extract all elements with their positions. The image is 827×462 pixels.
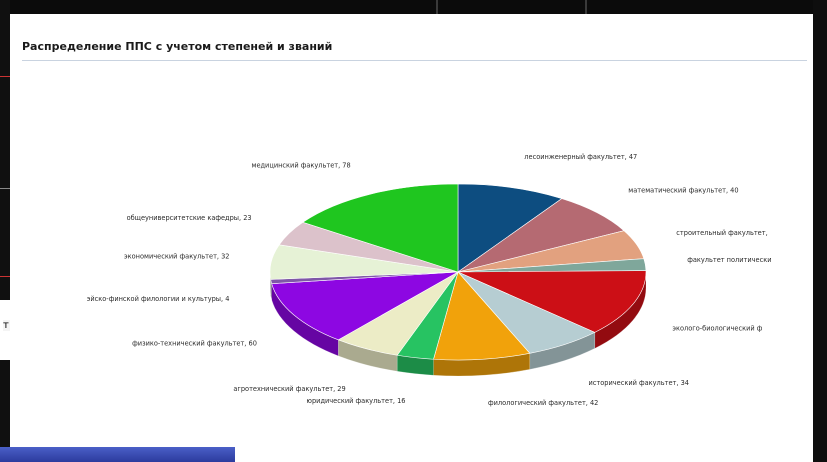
pie-slice-label: строительный факультет, <box>676 229 767 237</box>
pie-slice-label: общеуниверситетские кафедры, 23 <box>127 214 252 222</box>
pie-slices <box>269 183 647 361</box>
pie-slice <box>457 198 625 273</box>
pie-chart: лесоинженерный факультет, 47 математическ… <box>87 153 772 407</box>
pie-slice-label: эйско-финской филологии и культуры, 4 <box>87 295 230 303</box>
pie-slice-label: исторический факультет, 34 <box>589 379 689 387</box>
left-edge-marker <box>0 188 10 189</box>
pie-slice-label: экономический факультет, 32 <box>124 252 229 260</box>
pie-slice-label: лесоинженерный факультет, 47 <box>524 153 637 161</box>
left-edge-marker <box>0 276 10 277</box>
window-frame-left <box>0 0 10 462</box>
side-truncated-letter: т <box>3 320 10 331</box>
pie-slice-label: юридический факультет, 16 <box>306 397 405 405</box>
left-edge-marker <box>0 76 10 77</box>
page-title: Распределение ППС с учетом степеней и зв… <box>22 40 333 53</box>
pie-slice-label: агротехнический факультет, 29 <box>233 385 345 393</box>
pie-slice-label: физико-технический факультет, 60 <box>132 339 257 347</box>
pie-side-walls <box>269 271 647 377</box>
pie-slice <box>433 271 531 361</box>
window-frame-right <box>813 0 827 462</box>
window-frame-divider <box>436 0 438 14</box>
taskbar-strip[interactable] <box>0 447 235 462</box>
pie-labels: лесоинженерный факультет, 47 математическ… <box>87 153 772 407</box>
window-frame-divider <box>585 0 587 14</box>
title-divider <box>22 60 807 61</box>
pie-slice <box>457 270 647 333</box>
window-frame-top <box>0 0 827 14</box>
pie-slice <box>302 183 459 273</box>
pie-slice <box>457 183 563 273</box>
pie-slice-label: математический факультет, 40 <box>628 187 738 195</box>
pie-slice <box>271 271 459 341</box>
pie-slice-label: филологический факультет, 42 <box>488 399 598 407</box>
pie-slice-label: факультет политически <box>687 256 771 264</box>
pie-slice-label: эколого-биологический ф <box>672 325 762 333</box>
pie-slice-label: медицинский факультет, 78 <box>251 162 350 170</box>
